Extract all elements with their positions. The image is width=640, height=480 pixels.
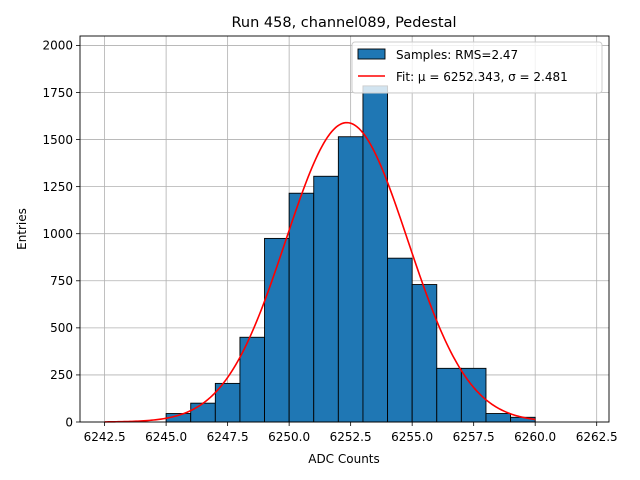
y-tick-label: 500	[50, 321, 73, 335]
histogram-bar	[313, 175, 339, 423]
y-axis-ticks: 0 250 500 750 1000 1250 1500 1750 2000	[42, 39, 80, 429]
y-tick-label: 1250	[42, 180, 73, 194]
y-tick-label: 750	[50, 274, 73, 288]
x-tick-label: 6255.0	[391, 430, 433, 444]
x-tick-label: 6242.5	[84, 430, 126, 444]
histogram-bar	[387, 257, 413, 423]
x-axis-ticks: 6242.5 6245.0 6247.5 6250.0 6252.5 6255.0 6257…	[84, 422, 618, 444]
histogram-bar	[485, 413, 512, 423]
x-tick-label: 6250.0	[268, 430, 310, 444]
plot-frame	[79, 35, 610, 423]
x-tick-label: 6252.5	[330, 430, 372, 444]
y-axis-label: Entries	[15, 208, 29, 250]
histogram-bar	[436, 367, 462, 423]
histogram-bar	[214, 382, 241, 423]
legend-histogram-label: Samples: RMS=2.47	[396, 48, 518, 62]
chart-title: Run 458, channel089, Pedestal	[231, 15, 456, 31]
histogram-bar	[190, 402, 216, 423]
y-tick-label: 250	[50, 368, 73, 382]
legend-histogram-swatch	[357, 48, 386, 60]
y-tick-label: 0	[65, 415, 73, 429]
legend-fit-label: Fit: μ = 6252.343, σ = 2.481	[396, 70, 568, 84]
legend-box	[351, 41, 603, 94]
histogram-bar	[411, 284, 438, 423]
histogram-bars	[165, 85, 536, 423]
x-tick-label: 6262.5	[576, 430, 618, 444]
histogram-bar	[288, 192, 315, 423]
x-tick-label: 6245.0	[145, 430, 187, 444]
y-tick-label: 1000	[42, 227, 73, 241]
histogram-bar	[337, 136, 364, 423]
y-tick-label: 1750	[42, 86, 73, 100]
x-tick-label: 6260.0	[514, 430, 556, 444]
legend: Samples: RMS=2.47 Fit: μ = 6252.343, σ =…	[351, 41, 603, 94]
x-tick-label: 6247.5	[207, 430, 249, 444]
x-tick-label: 6257.5	[453, 430, 495, 444]
x-axis-label: ADC Counts	[308, 452, 380, 466]
y-tick-label: 1500	[42, 133, 73, 147]
histogram-bar	[362, 85, 389, 423]
fit-curve	[104, 121, 536, 423]
y-tick-label: 2000	[42, 39, 73, 53]
